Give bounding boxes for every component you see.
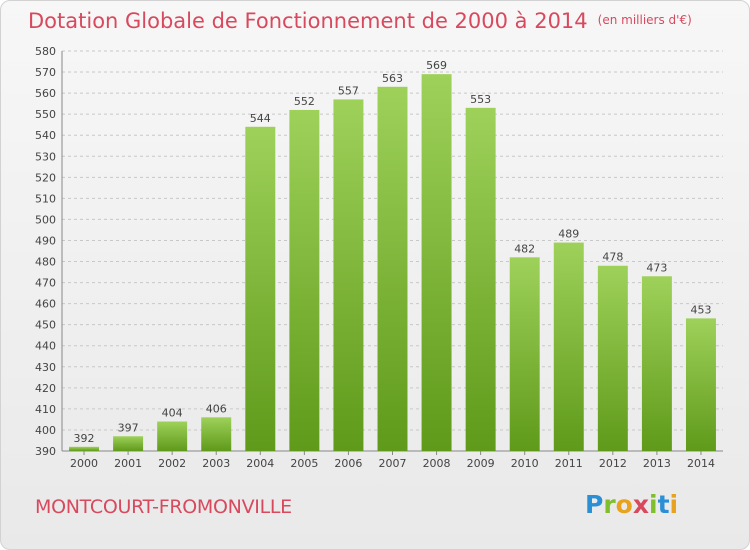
x-tick-label: 2009 [467,457,495,470]
y-tick-label: 580 [35,45,56,58]
y-tick-label: 440 [35,340,56,353]
logo-letter: i [649,490,658,519]
x-tick-label: 2002 [158,457,186,470]
x-tick-label: 2008 [423,457,451,470]
logo-letter: t [657,490,670,519]
data-label: 397 [118,421,139,434]
data-label: 453 [690,303,711,316]
city-name: MONTCOURT-FROMONVILLE [35,496,292,518]
data-label: 552 [294,95,315,108]
bar [201,417,232,451]
bar [69,446,100,451]
chart-title: Dotation Globale de Fonctionnement de 20… [28,9,692,33]
y-tick-label: 410 [35,403,56,416]
title-text: Dotation Globale de Fonctionnement de 20… [28,9,588,33]
logo-letter: x [632,490,649,519]
x-tick-label: 2013 [643,457,671,470]
bar [245,126,276,451]
logo-letter: o [615,490,633,519]
y-tick-label: 390 [35,445,56,458]
y-tick-label: 550 [35,108,56,121]
data-label: 557 [338,84,359,97]
data-label: 482 [514,242,535,255]
data-label: 563 [382,72,403,85]
bar [641,276,672,451]
y-tick-label: 430 [35,361,56,374]
bar [377,86,408,451]
x-tick-label: 2010 [511,457,539,470]
data-label: 569 [426,59,447,72]
y-tick-label: 460 [35,298,56,311]
data-label: 473 [646,261,667,274]
y-tick-label: 560 [35,87,56,100]
x-tick-label: 2012 [599,457,627,470]
y-tick-label: 480 [35,256,56,269]
y-tick-label: 510 [35,192,56,205]
x-tick-label: 2000 [70,457,98,470]
data-label: 544 [250,112,271,125]
y-tick-label: 490 [35,234,56,247]
bar [465,107,496,451]
data-label: 489 [558,228,579,241]
x-tick-label: 2011 [555,457,583,470]
x-tick-label: 2003 [202,457,230,470]
y-tick-label: 470 [35,277,56,290]
x-tick-label: 2007 [379,457,407,470]
y-tick-label: 570 [35,66,56,79]
data-label: 406 [206,402,227,415]
x-tick-label: 2001 [114,457,142,470]
chart-subtitle: (en milliers d'€) [597,13,692,27]
y-tick-label: 530 [35,150,56,163]
bar [113,436,144,451]
x-tick-label: 2004 [246,457,274,470]
bar [553,242,584,451]
x-tick-label: 2006 [334,457,362,470]
x-tick-label: 2005 [290,457,318,470]
y-tick-label: 500 [35,213,56,226]
bar [289,109,320,452]
bar [597,265,628,451]
logo-letter: i [669,490,679,519]
proxiti-logo[interactable]: Proxiti [585,490,678,519]
y-tick-label: 520 [35,171,56,184]
data-label: 392 [74,432,95,445]
x-tick-label: 2014 [687,457,715,470]
bar [509,257,540,451]
y-tick-label: 400 [35,424,56,437]
data-label: 553 [470,93,491,106]
bar [421,74,452,451]
y-tick-label: 450 [35,319,56,332]
logo-letter: r [603,490,616,519]
y-tick-label: 420 [35,382,56,395]
logo-letter: P [585,490,604,519]
data-label: 404 [162,407,183,420]
bar [685,318,716,451]
y-tick-label: 540 [35,129,56,142]
bar [333,99,364,451]
bar [157,421,188,451]
data-label: 478 [602,251,623,264]
